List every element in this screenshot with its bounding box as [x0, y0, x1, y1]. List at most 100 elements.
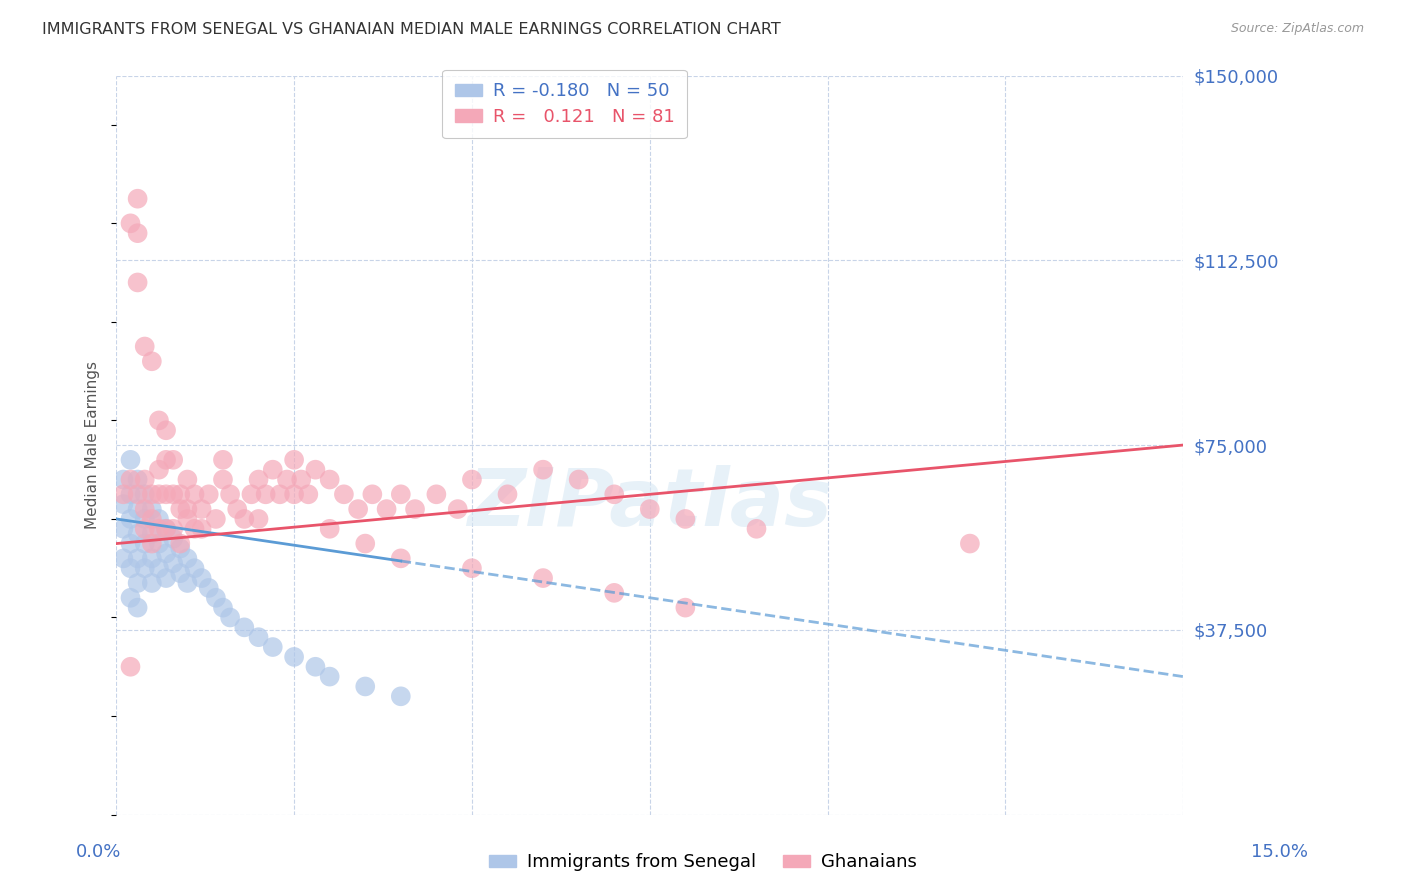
Point	[127, 551, 149, 566]
Point	[127, 226, 149, 240]
Point	[290, 473, 312, 487]
Point	[333, 487, 356, 501]
Point	[148, 413, 170, 427]
Point	[162, 452, 184, 467]
Point	[120, 216, 142, 230]
Point	[354, 536, 377, 550]
Point	[112, 497, 135, 511]
Point	[162, 522, 184, 536]
Point	[745, 522, 768, 536]
Point	[568, 473, 591, 487]
Point	[162, 556, 184, 570]
Point	[155, 522, 177, 536]
Point	[134, 561, 156, 575]
Point	[169, 566, 191, 581]
Point	[190, 502, 212, 516]
Point	[190, 522, 212, 536]
Point	[127, 502, 149, 516]
Point	[148, 512, 170, 526]
Point	[155, 452, 177, 467]
Point	[141, 526, 163, 541]
Point	[233, 512, 256, 526]
Text: IMMIGRANTS FROM SENEGAL VS GHANAIAN MEDIAN MALE EARNINGS CORRELATION CHART: IMMIGRANTS FROM SENEGAL VS GHANAIAN MEDI…	[42, 22, 780, 37]
Text: 15.0%: 15.0%	[1251, 843, 1308, 861]
Point	[134, 536, 156, 550]
Point	[212, 452, 235, 467]
Point	[283, 487, 305, 501]
Point	[127, 526, 149, 541]
Y-axis label: Median Male Earnings: Median Male Earnings	[86, 361, 100, 529]
Point	[297, 487, 319, 501]
Legend: R = -0.180   N = 50, R =   0.121   N = 81: R = -0.180 N = 50, R = 0.121 N = 81	[441, 70, 688, 138]
Point	[183, 487, 205, 501]
Point	[638, 502, 661, 516]
Point	[673, 512, 696, 526]
Point	[169, 536, 191, 550]
Point	[247, 630, 270, 644]
Point	[141, 354, 163, 368]
Point	[120, 473, 142, 487]
Point	[127, 276, 149, 290]
Point	[120, 659, 142, 673]
Point	[304, 659, 326, 673]
Point	[148, 536, 170, 550]
Point	[354, 680, 377, 694]
Point	[141, 512, 163, 526]
Point	[183, 561, 205, 575]
Point	[120, 452, 142, 467]
Point	[318, 522, 340, 536]
Point	[531, 571, 554, 585]
Point	[162, 487, 184, 501]
Point	[247, 512, 270, 526]
Point	[603, 487, 626, 501]
Point	[389, 487, 412, 501]
Point	[134, 502, 156, 516]
Point	[347, 502, 370, 516]
Point	[155, 571, 177, 585]
Point	[404, 502, 426, 516]
Point	[219, 610, 242, 624]
Point	[318, 670, 340, 684]
Point	[120, 591, 142, 605]
Point	[247, 473, 270, 487]
Point	[127, 600, 149, 615]
Point	[212, 600, 235, 615]
Point	[318, 473, 340, 487]
Point	[134, 473, 156, 487]
Point	[134, 339, 156, 353]
Point	[262, 640, 284, 654]
Point	[176, 576, 198, 591]
Point	[375, 502, 398, 516]
Point	[673, 600, 696, 615]
Point	[141, 551, 163, 566]
Point	[176, 551, 198, 566]
Point	[148, 522, 170, 536]
Point	[461, 473, 484, 487]
Point	[155, 546, 177, 560]
Point	[112, 522, 135, 536]
Point	[148, 561, 170, 575]
Point	[304, 463, 326, 477]
Point	[269, 487, 291, 501]
Point	[141, 536, 163, 550]
Point	[120, 561, 142, 575]
Point	[120, 487, 142, 501]
Point	[134, 512, 156, 526]
Point	[283, 452, 305, 467]
Point	[183, 522, 205, 536]
Point	[134, 522, 156, 536]
Point	[176, 502, 198, 516]
Point	[120, 512, 142, 526]
Point	[141, 576, 163, 591]
Point	[169, 487, 191, 501]
Point	[176, 512, 198, 526]
Point	[425, 487, 447, 501]
Point	[112, 551, 135, 566]
Point	[254, 487, 277, 501]
Point	[389, 690, 412, 704]
Text: 0.0%: 0.0%	[76, 843, 121, 861]
Point	[112, 473, 135, 487]
Point	[603, 586, 626, 600]
Point	[120, 536, 142, 550]
Point	[155, 487, 177, 501]
